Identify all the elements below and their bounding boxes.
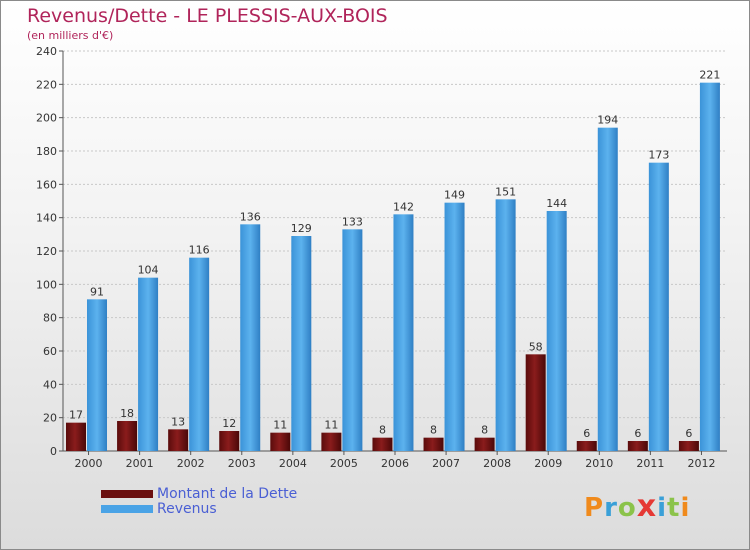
bar-dette <box>270 432 291 451</box>
bar-dette <box>678 441 699 451</box>
y-tick-label: 80 <box>43 312 57 325</box>
data-label-dette: 6 <box>634 427 641 440</box>
y-tick-label: 120 <box>36 245 57 258</box>
bar-dette <box>474 437 495 451</box>
y-tick-label: 220 <box>36 78 57 91</box>
bar-revenus <box>597 127 618 452</box>
legend-item-dette: Montant de la Dette <box>101 486 297 502</box>
data-label-dette: 13 <box>171 415 185 428</box>
bar-revenus <box>648 162 669 451</box>
x-tick-label: 2005 <box>330 457 358 470</box>
bar-dette <box>117 421 138 451</box>
data-label-dette: 18 <box>120 407 134 420</box>
y-tick-label: 20 <box>43 412 57 425</box>
y-tick-label: 140 <box>36 212 57 225</box>
logo-letter: x <box>636 489 658 524</box>
data-label-revenus: 151 <box>495 185 516 198</box>
data-label-revenus: 142 <box>393 200 414 213</box>
data-label-revenus: 173 <box>648 149 669 162</box>
x-tick-label: 2006 <box>381 457 409 470</box>
logo-letter: t <box>667 493 681 523</box>
bar-revenus <box>444 202 465 451</box>
legend-swatch-revenus <box>101 505 153 513</box>
legend-item-revenus: Revenus <box>101 501 217 517</box>
data-label-dette: 8 <box>430 424 437 437</box>
data-label-dette: 11 <box>324 419 338 432</box>
data-label-revenus: 91 <box>90 285 104 298</box>
x-tick-label: 2001 <box>126 457 154 470</box>
data-label-dette: 11 <box>273 419 287 432</box>
bar-dette <box>372 437 393 451</box>
proxiti-logo: Proxiti <box>584 489 690 524</box>
x-tick-label: 2004 <box>279 457 307 470</box>
x-tick-label: 2012 <box>687 457 715 470</box>
logo-letter: r <box>604 493 618 523</box>
bar-dette <box>321 432 342 451</box>
data-label-revenus: 136 <box>240 210 261 223</box>
bar-dette <box>423 437 444 451</box>
data-label-revenus: 221 <box>699 69 720 82</box>
bar-revenus <box>189 257 210 451</box>
bar-revenus <box>393 214 414 451</box>
data-label-dette: 6 <box>583 427 590 440</box>
x-tick-label: 2000 <box>75 457 103 470</box>
bar-revenus <box>546 211 567 451</box>
data-label-dette: 8 <box>481 424 488 437</box>
y-tick-label: 40 <box>43 378 57 391</box>
y-tick-label: 100 <box>36 278 57 291</box>
chart-subtitle: (en milliers d'€) <box>27 29 114 42</box>
chart-title: Revenus/Dette - LE PLESSIS-AUX-BOIS <box>27 5 388 27</box>
data-label-revenus: 149 <box>444 189 465 202</box>
logo-letter: o <box>617 493 637 523</box>
y-tick-label: 60 <box>43 345 57 358</box>
logo-letter: i <box>657 493 668 523</box>
y-tick-label: 180 <box>36 145 57 158</box>
bar-revenus <box>87 299 107 451</box>
bar-revenus <box>495 199 516 451</box>
y-tick-label: 0 <box>50 445 57 458</box>
bar-dette <box>576 441 597 451</box>
x-tick-label: 2008 <box>483 457 511 470</box>
data-label-revenus: 144 <box>546 197 567 210</box>
bar-dette <box>168 429 189 451</box>
x-tick-label: 2011 <box>636 457 664 470</box>
data-label-revenus: 129 <box>291 222 312 235</box>
data-label-revenus: 133 <box>342 215 363 228</box>
data-label-revenus: 194 <box>597 114 618 127</box>
x-tick-label: 2002 <box>177 457 205 470</box>
data-label-dette: 12 <box>222 417 236 430</box>
data-label-dette: 17 <box>69 409 83 422</box>
data-label-dette: 58 <box>529 340 543 353</box>
y-tick-label: 160 <box>36 178 57 191</box>
data-label-revenus: 104 <box>138 264 159 277</box>
data-label-dette: 8 <box>379 424 386 437</box>
bar-revenus <box>240 224 261 451</box>
legend-label-revenus: Revenus <box>157 501 217 517</box>
data-label-dette: 6 <box>685 427 692 440</box>
logo-letter: P <box>584 493 605 523</box>
bar-dette <box>627 441 648 451</box>
x-tick-label: 2010 <box>585 457 613 470</box>
bar-revenus <box>699 82 720 452</box>
x-tick-label: 2007 <box>432 457 460 470</box>
bar-revenus <box>342 229 363 451</box>
logo-letter: i <box>680 493 691 523</box>
legend-label-dette: Montant de la Dette <box>157 486 298 502</box>
bar-dette <box>219 431 240 451</box>
data-label-revenus: 116 <box>189 244 210 257</box>
y-tick-label: 240 <box>36 45 57 58</box>
y-tick-label: 200 <box>36 112 57 125</box>
bar-dette <box>525 354 546 451</box>
x-tick-label: 2009 <box>534 457 562 470</box>
bar-dette <box>66 422 86 451</box>
x-tick-label: 2003 <box>228 457 256 470</box>
bar-revenus <box>138 277 159 451</box>
legend-swatch-dette <box>101 490 153 498</box>
bar-revenus <box>291 236 312 451</box>
